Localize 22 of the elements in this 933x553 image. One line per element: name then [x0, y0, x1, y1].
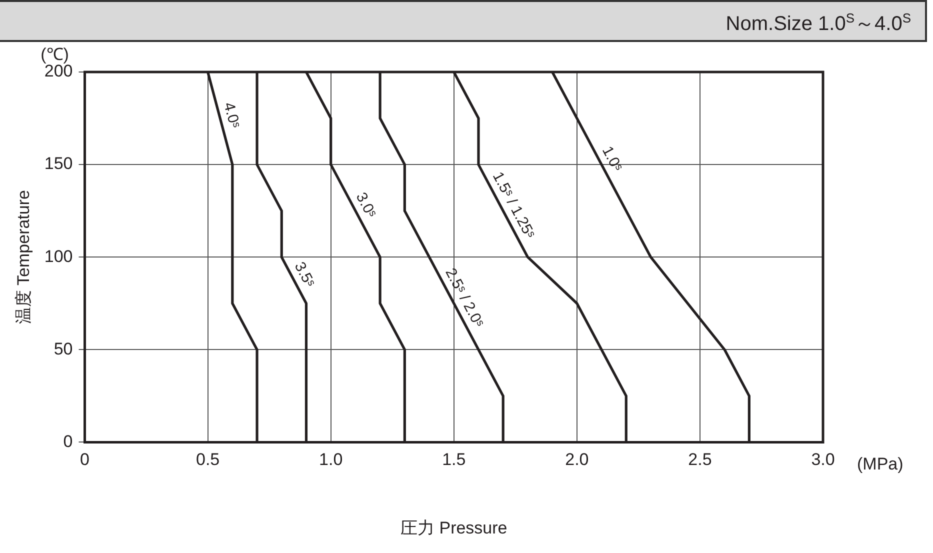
text: 1.0ˢ: [598, 144, 626, 174]
y-tick-label: 0: [63, 432, 73, 451]
text: 2.5ˢ / 2.0ˢ: [442, 265, 487, 330]
x-tick-label: 0: [80, 450, 90, 470]
x-tick-label: 1.5: [442, 450, 466, 470]
text: (℃): [40, 45, 69, 64]
text: (MPa): [857, 454, 904, 474]
text: 1.5ˢ / 1.25ˢ: [489, 169, 538, 242]
x-tick-label: 2.5: [688, 450, 712, 470]
chart-subtitle: Nom.Size 1.0$^{S}$～4.0$^{S}$: [726, 10, 911, 37]
y-axis-title: 温度 Temperature: [14, 190, 33, 324]
x-tick-label: 1.0: [319, 450, 343, 470]
x-tick-label: 3.0: [811, 450, 835, 470]
y-tick-label: 100: [44, 246, 73, 266]
x-axis-title: 圧力 Pressure: [400, 518, 508, 538]
y-tick-label: 150: [44, 154, 73, 174]
text: 3.5ˢ: [290, 259, 318, 290]
x-tick-label: 0.5: [196, 450, 220, 470]
text: 4.0ˢ: [220, 100, 244, 130]
text: 3.0ˢ: [352, 190, 380, 221]
x-tick-label: 2.0: [565, 450, 589, 470]
y-tick-label: 50: [54, 339, 73, 358]
